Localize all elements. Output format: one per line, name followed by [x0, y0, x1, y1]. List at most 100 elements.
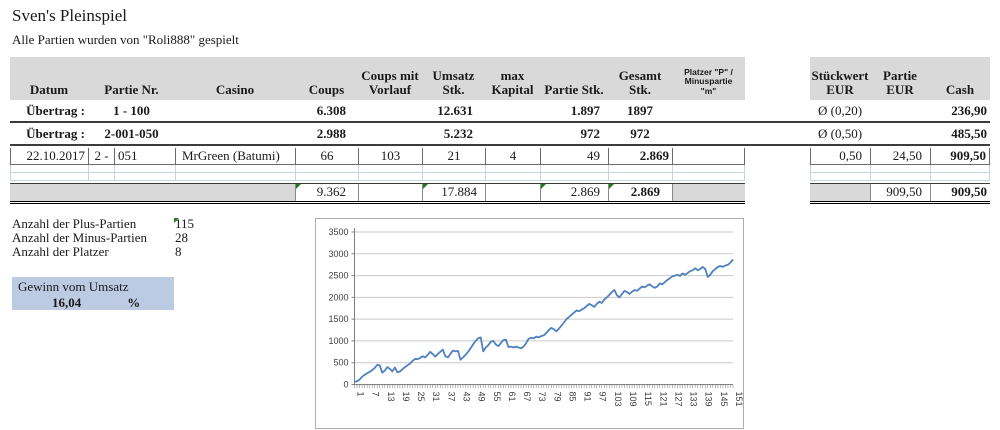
col-header-coups-mit-vorlauf[interactable]: Coups mit Vorlauf [361, 68, 419, 97]
col-header-gesamt-stk[interactable]: Gesamt Stk. [618, 68, 662, 97]
empty-cell[interactable] [114, 165, 175, 173]
cell-uebertrag2-label[interactable]: Übertrag : [26, 126, 85, 141]
empty-cell[interactable] [88, 165, 114, 173]
cell-uebertrag1-casino[interactable] [175, 103, 295, 121]
empty-cell[interactable] [930, 165, 990, 173]
empty-cell[interactable] [175, 165, 295, 173]
empty-cell[interactable] [608, 165, 672, 173]
empty-cell[interactable] [672, 173, 745, 181]
empty-cell[interactable] [295, 165, 358, 173]
row-empty-1-right [810, 165, 990, 173]
cell-totals-spacer[interactable] [10, 184, 295, 201]
empty-cell[interactable] [540, 165, 608, 173]
empty-cell[interactable] [358, 165, 422, 173]
empty-cell[interactable] [295, 173, 358, 181]
cell-totals-kapital[interactable] [485, 184, 540, 201]
col-header-partie-eur[interactable]: Partie EUR [883, 68, 917, 97]
row-detail-left: 22.10.2017 2 - 051 MrGreen (Batumi) 66 1… [10, 148, 745, 165]
empty-cell[interactable] [358, 173, 422, 181]
empty-cell[interactable] [810, 173, 870, 181]
cell-totals-stueckwert[interactable] [810, 184, 870, 201]
stat-platzer-value[interactable]: 8 [175, 244, 182, 259]
stat-minus-partien-value[interactable]: 28 [175, 230, 188, 245]
cell-detail-partie-a[interactable]: 2 - [88, 148, 114, 165]
cumulative-line-chart[interactable]: 0 500 1000 1500 2000 2500 3000 3500 1 7 13 19 25 31 37… [315, 218, 744, 429]
empty-cell[interactable] [930, 173, 990, 181]
cell-uebertrag2-partie[interactable]: 2-001-050 [104, 126, 159, 141]
cell-uebertrag2-cash[interactable]: 485,50 [951, 126, 987, 141]
empty-cell[interactable] [175, 173, 295, 181]
cell-totals-coups[interactable]: 9.362 [295, 184, 358, 201]
cell-uebertrag2-platzer[interactable] [672, 126, 745, 144]
cell-uebertrag1-stueckwert[interactable]: Ø (0,20) [818, 103, 863, 118]
col-header-partie-stk[interactable]: Partie Stk. [544, 82, 604, 97]
empty-cell[interactable] [870, 173, 930, 181]
cell-totals-gesamt[interactable]: 2.869 [608, 184, 672, 201]
cell-totals-partie-stk[interactable]: 2.869 [540, 184, 608, 201]
col-header-cash[interactable]: Cash [945, 82, 975, 97]
cell-uebertrag2-partie-stk[interactable]: 972 [580, 126, 601, 141]
empty-cell[interactable] [485, 165, 540, 173]
empty-cell[interactable] [422, 173, 485, 181]
col-header-platzer[interactable]: Platzer "P" / Minuspartie "m" [684, 66, 733, 96]
cell-uebertrag1-gesamt[interactable]: 1897 [627, 103, 653, 118]
cell-detail-partie-eur[interactable]: 24,50 [870, 148, 930, 165]
cell-detail-umsatz[interactable]: 21 [422, 148, 485, 165]
col-header-casino[interactable]: Casino [215, 82, 255, 97]
empty-cell[interactable] [810, 165, 870, 173]
cell-detail-casino[interactable]: MrGreen (Batumi) [175, 148, 295, 165]
cell-totals-platzer[interactable] [672, 184, 745, 201]
cell-uebertrag1-vorlauf[interactable] [358, 103, 422, 121]
cell-totals-partie-eur[interactable]: 909,50 [870, 184, 930, 201]
cell-totals-vorlauf[interactable] [358, 184, 422, 201]
cell-totals-cash[interactable]: 909,50 [930, 184, 990, 201]
cell-detail-partie-stk[interactable]: 49 [540, 148, 608, 165]
cell-uebertrag2-kapital[interactable] [485, 126, 540, 144]
cell-detail-stueckwert[interactable]: 0,50 [810, 148, 870, 165]
cell-detail-coups[interactable]: 66 [295, 148, 358, 165]
cell-detail-cash[interactable]: 909,50 [930, 148, 990, 165]
stat-plus-partien-value[interactable]: 115 [174, 217, 194, 231]
cell-uebertrag1-partie-eur[interactable] [870, 103, 930, 121]
empty-cell[interactable] [422, 165, 485, 173]
empty-cell[interactable] [870, 165, 930, 173]
col-header-stueckwert-eur[interactable]: Stückwert EUR [811, 68, 869, 97]
cell-uebertrag1-label[interactable]: Übertrag : [26, 103, 85, 118]
cell-detail-datum[interactable]: 22.10.2017 [10, 148, 88, 165]
cell-detail-vorlauf[interactable]: 103 [358, 148, 422, 165]
col-header-datum[interactable]: Datum [29, 82, 69, 97]
cell-uebertrag2-stueckwert[interactable]: Ø (0,50) [818, 126, 863, 141]
col-header-umsatz-stk[interactable]: Umsatz Stk. [432, 68, 475, 97]
cell-uebertrag1-cash[interactable]: 236,90 [951, 103, 987, 118]
cell-uebertrag2-vorlauf[interactable] [358, 126, 422, 144]
col-header-partie-nr[interactable]: Partie Nr. [104, 82, 159, 97]
empty-cell[interactable] [608, 173, 672, 181]
empty-cell[interactable] [540, 173, 608, 181]
empty-cell[interactable] [10, 165, 88, 173]
cell-uebertrag2-partie-eur[interactable] [870, 126, 930, 144]
cell-uebertrag2-umsatz[interactable]: 5.232 [443, 126, 473, 141]
cell-uebertrag1-kapital[interactable] [485, 103, 540, 121]
empty-cell[interactable] [672, 165, 745, 173]
empty-cell[interactable] [114, 173, 175, 181]
cell-uebertrag1-umsatz[interactable]: 12.631 [437, 103, 473, 118]
cell-detail-partie-b[interactable]: 051 [114, 148, 175, 165]
cell-detail-kapital[interactable]: 4 [485, 148, 540, 165]
cell-totals-umsatz-value: 17.884 [441, 184, 477, 199]
cell-uebertrag1-coups[interactable]: 6.308 [316, 103, 346, 118]
cell-detail-platzer[interactable] [672, 148, 745, 165]
cell-totals-umsatz[interactable]: 17.884 [422, 184, 485, 201]
cell-uebertrag2-casino[interactable] [175, 126, 295, 144]
cell-uebertrag1-platzer[interactable] [672, 103, 745, 121]
empty-cell[interactable] [485, 173, 540, 181]
col-header-max-kapital[interactable]: max Kapital [491, 68, 534, 97]
col-header-coups[interactable]: Coups [308, 82, 345, 97]
gewinn-vom-umsatz-box[interactable]: Gewinn vom Umsatz 16,04 % [12, 277, 174, 310]
cell-uebertrag2-gesamt[interactable]: 972 [630, 126, 650, 141]
cell-detail-gesamt[interactable]: 2.869 [608, 148, 672, 165]
empty-cell[interactable] [88, 173, 114, 181]
cell-uebertrag1-partie-stk[interactable]: 1.897 [570, 103, 600, 118]
cell-uebertrag1-partie[interactable]: 1 - 100 [113, 103, 150, 118]
cell-uebertrag2-coups[interactable]: 2.988 [316, 126, 346, 141]
empty-cell[interactable] [10, 173, 88, 181]
